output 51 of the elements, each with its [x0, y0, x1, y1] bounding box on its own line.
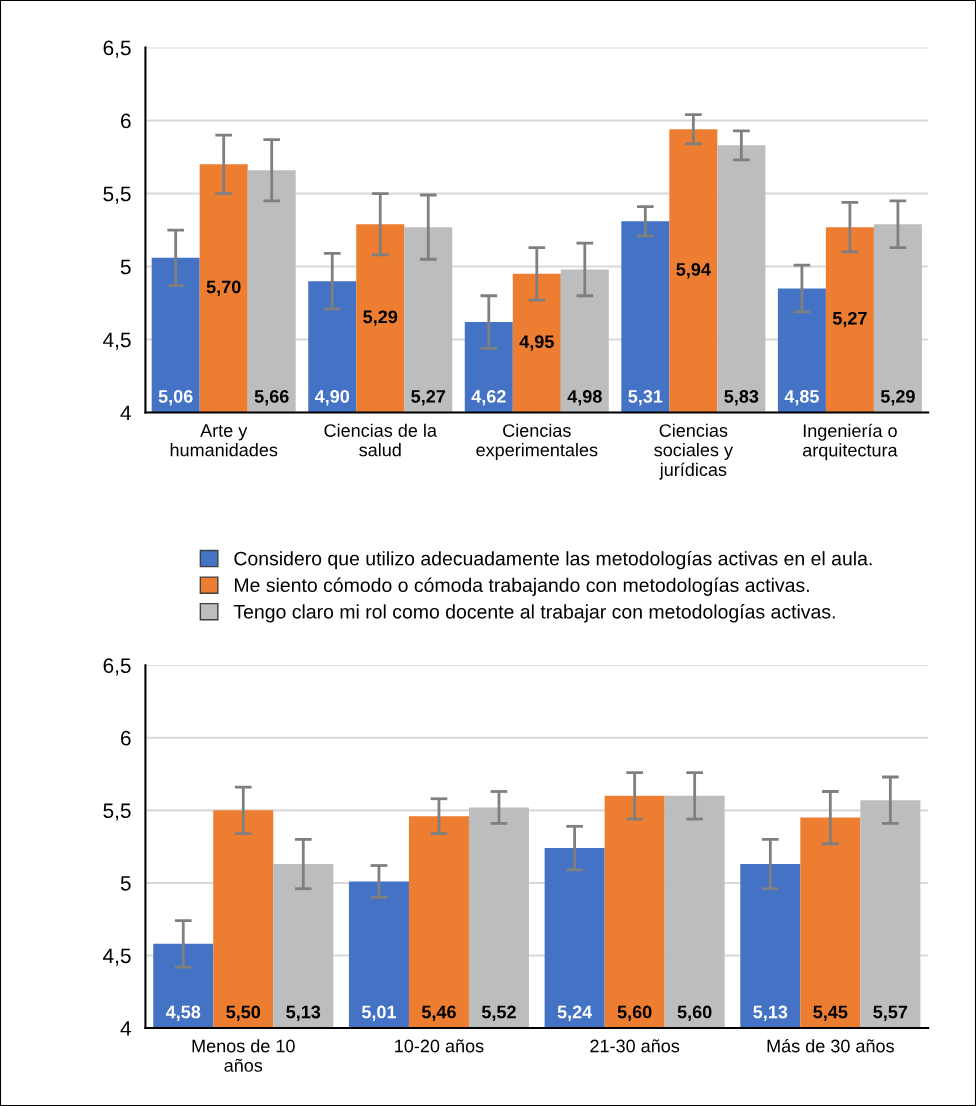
y-tick-label: 5 — [120, 259, 131, 275]
text: 5,27 — [832, 311, 867, 328]
y-tick-label: 6,5 — [103, 658, 131, 676]
text: 5,83 — [724, 390, 759, 406]
text: 5,57 — [873, 1005, 908, 1021]
text: 4,95 — [519, 335, 554, 351]
y-tick-label: 6,5 — [103, 40, 131, 58]
y-tick-label: 4,5 — [103, 948, 131, 966]
legend-label: Me siento cómodo o cómoda trabajando con metodologías activas. — [234, 577, 809, 596]
x-tick-label: Ciencias de la salud — [324, 423, 437, 457]
y-tick-label: 6 — [121, 113, 131, 129]
y-tick-label: 6 — [121, 730, 131, 746]
x-tick-label: Ciencias sociales y jurídicas — [654, 423, 733, 480]
x-tick-label: Más de 30 años — [767, 1038, 894, 1053]
text: 5,27 — [411, 390, 446, 406]
text: 5,13 — [286, 1005, 321, 1021]
text: 5,46 — [421, 1005, 456, 1021]
text: 5,60 — [677, 1005, 712, 1021]
text: 4,58 — [165, 1005, 201, 1021]
text: 5,31 — [628, 390, 663, 406]
text: 5,94 — [676, 262, 711, 279]
y-tick-label: 4 — [120, 1021, 131, 1036]
legend-label: Considero que utilizo adecuadamente las metodologías activas en el aula. — [234, 550, 872, 570]
text: 5,66 — [254, 390, 289, 406]
text: 4,98 — [567, 390, 602, 406]
text: 4,62 — [471, 390, 506, 406]
text: 4,90 — [314, 390, 350, 406]
y-tick-label: 5,5 — [103, 803, 131, 821]
text: 5,06 — [158, 390, 193, 406]
text: 5,13 — [753, 1005, 788, 1021]
x-tick-label: Menos de 10 años — [192, 1039, 295, 1072]
y-tick-label: 5,5 — [103, 186, 131, 204]
text: 5,24 — [557, 1005, 593, 1021]
text: 5,70 — [206, 280, 241, 296]
x-tick-label: Ciencias experimentales — [476, 423, 598, 460]
text: 4,85 — [784, 390, 819, 406]
y-tick-label: 5 — [120, 876, 131, 891]
legend-label: Tengo claro mi rol como docente al trabajar con metodologías activas. — [233, 604, 835, 623]
text: 5,60 — [617, 1005, 652, 1021]
y-tick-label: 4,5 — [103, 332, 131, 350]
text: 5,50 — [226, 1005, 261, 1021]
text: 5,52 — [481, 1005, 516, 1021]
text: 5,29 — [880, 390, 915, 406]
y-tick-label: 4 — [120, 405, 131, 421]
x-tick-label: 10-20 años — [395, 1039, 484, 1053]
x-tick-label: Arte y humanidades — [170, 424, 278, 457]
x-tick-label: Ingeniería o arquitectura — [803, 423, 898, 461]
text: 5,01 — [361, 1005, 397, 1021]
text: 5,45 — [813, 1005, 848, 1021]
text: 5,29 — [363, 310, 398, 326]
x-tick-label: 21-30 años — [590, 1039, 680, 1053]
